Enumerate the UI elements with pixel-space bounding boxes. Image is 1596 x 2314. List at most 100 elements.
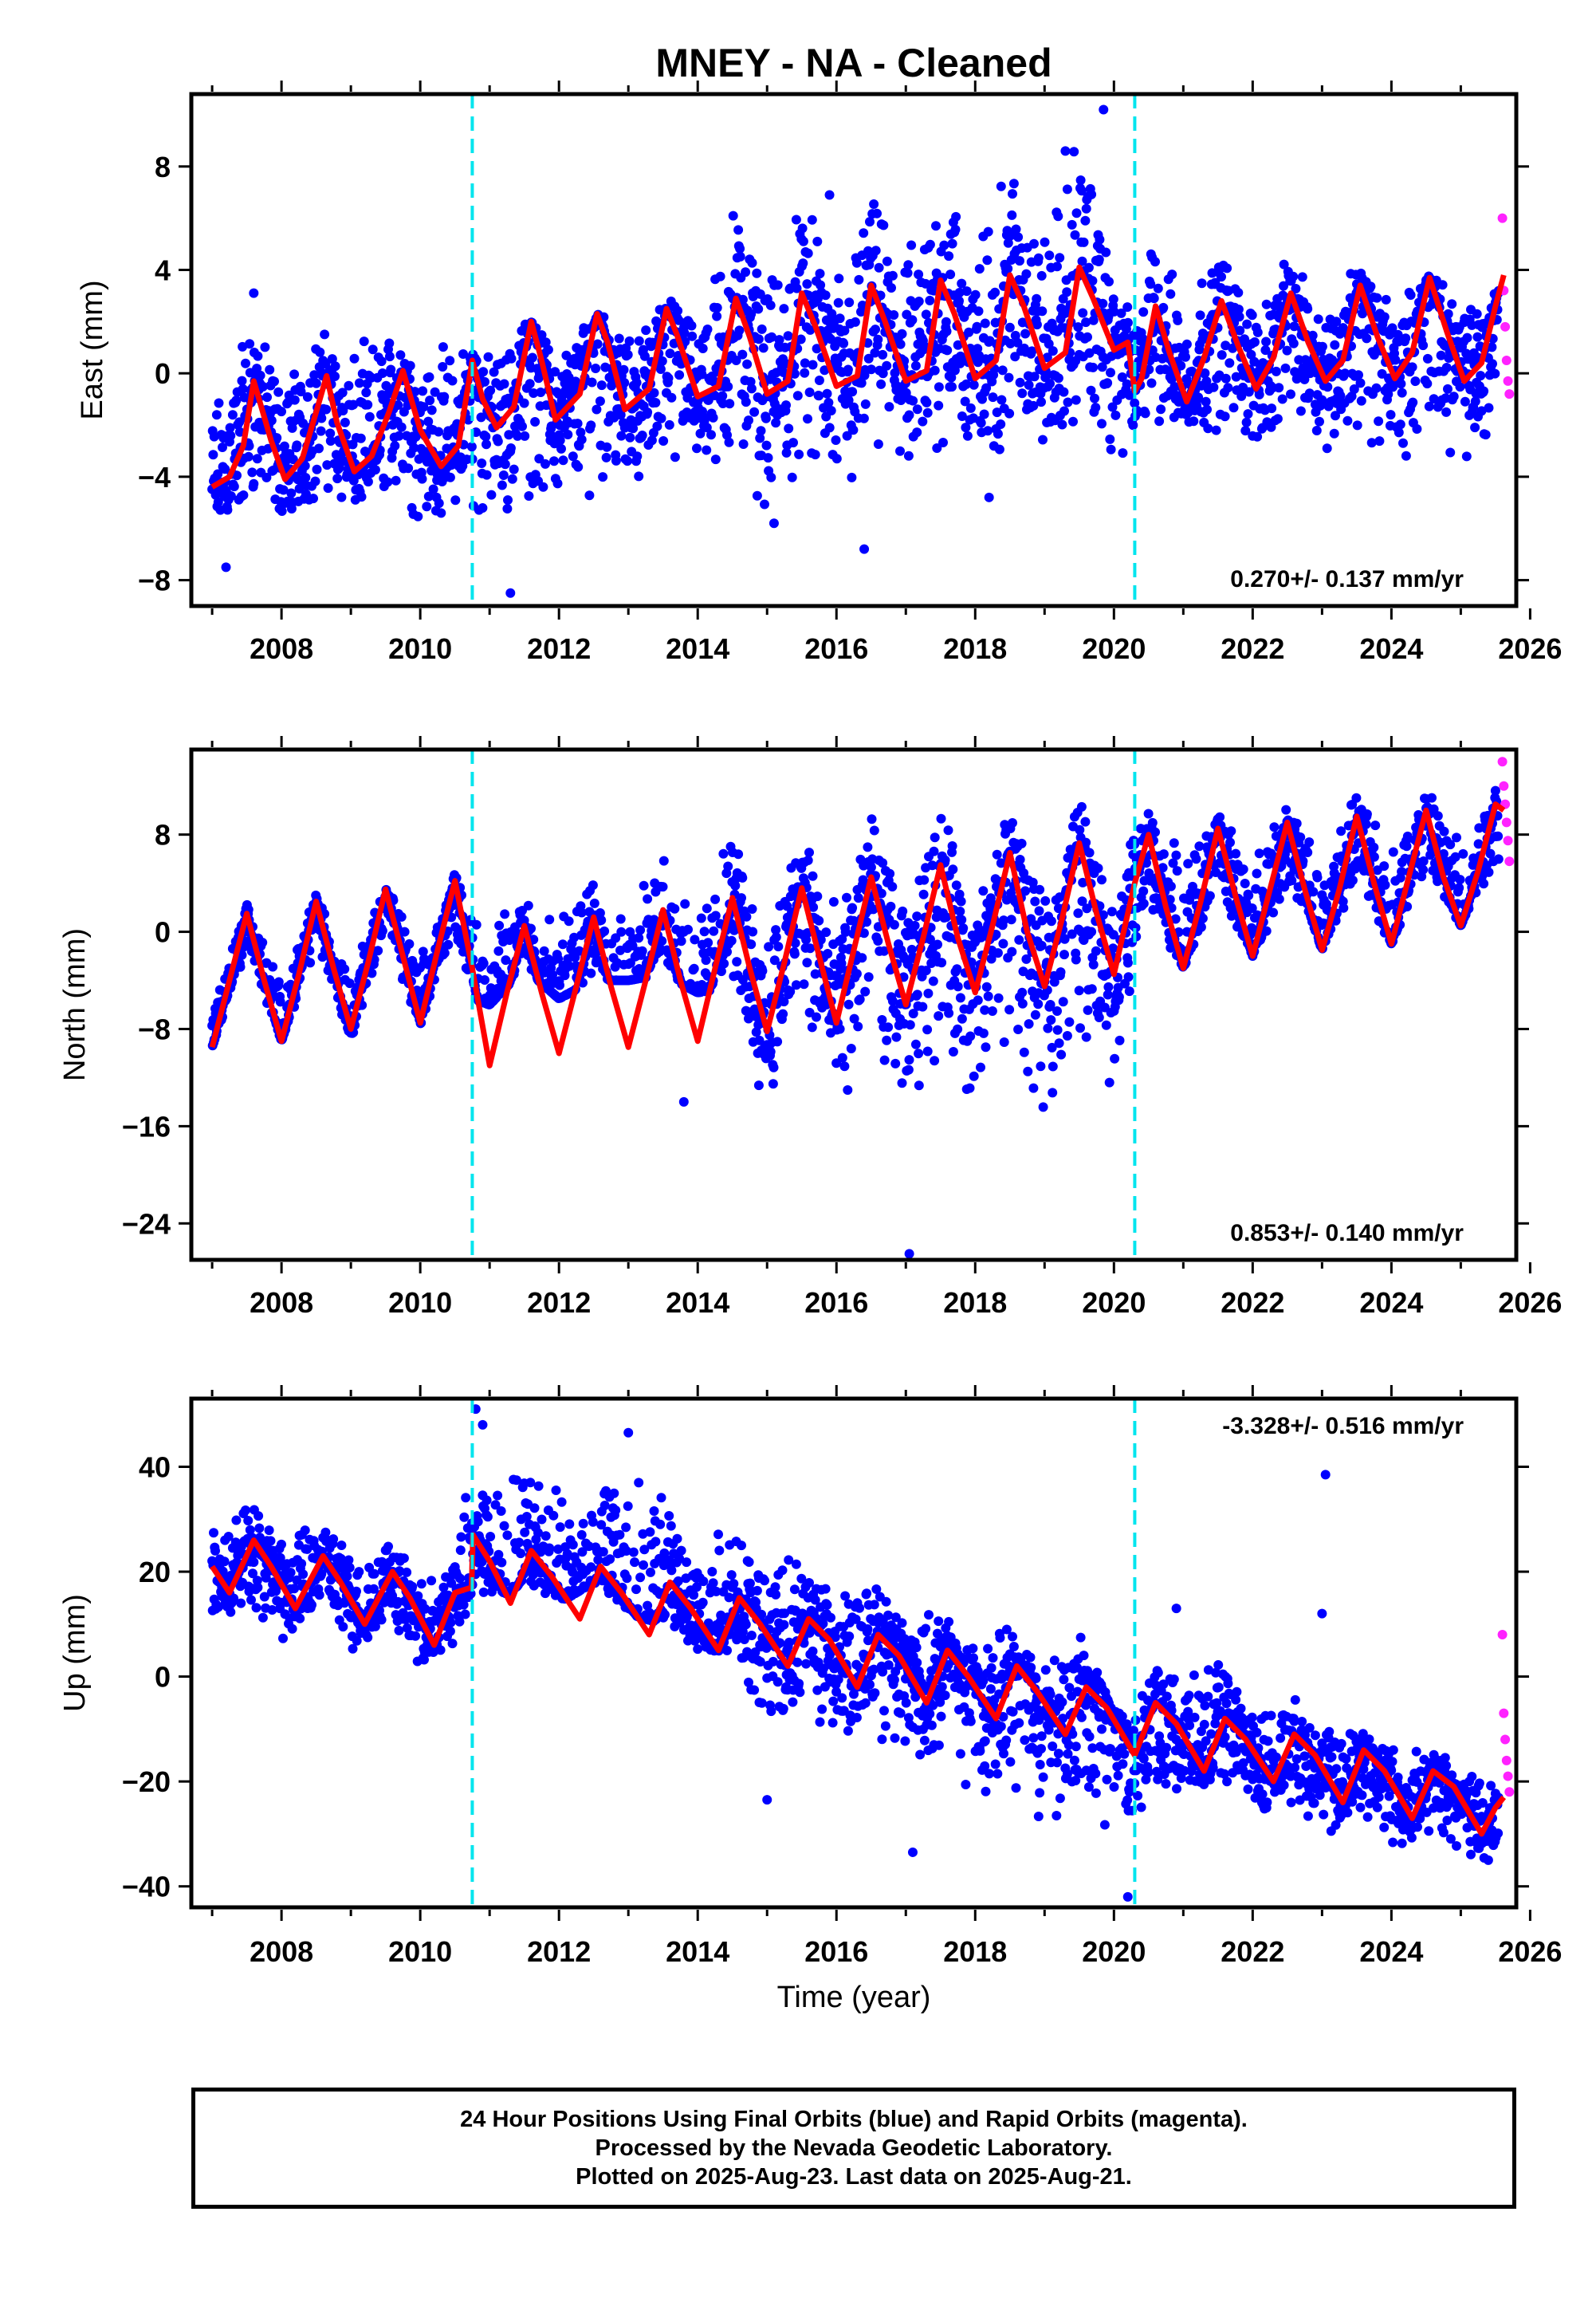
north-final-point — [910, 1039, 921, 1049]
east-final-point — [1405, 290, 1416, 300]
east-final-point — [409, 443, 419, 453]
east-final-point — [1033, 253, 1044, 263]
east-final-point — [552, 478, 563, 489]
east-final-point — [1410, 376, 1421, 387]
north-final-point — [956, 896, 966, 907]
east-final-point — [673, 305, 683, 316]
north-final-point — [404, 939, 415, 949]
east-final-point — [1195, 310, 1205, 321]
east-rapid-point — [1501, 355, 1511, 365]
east-final-point — [824, 190, 835, 200]
north-final-point — [869, 825, 879, 836]
north-final-point — [710, 894, 721, 904]
east-final-point — [1071, 395, 1081, 405]
north-final-point — [643, 894, 653, 904]
east-final-point — [423, 491, 434, 502]
east-final-point — [359, 336, 369, 347]
north-final-point — [709, 926, 719, 936]
east-final-point — [873, 334, 883, 344]
north-final-point — [746, 939, 757, 950]
east-final-point — [498, 470, 509, 480]
east-final-point — [835, 313, 845, 324]
north-final-point — [1244, 891, 1254, 900]
north-final-point — [812, 1012, 821, 1022]
east-final-point — [822, 388, 832, 399]
east-final-point — [419, 402, 429, 412]
east-final-point — [961, 286, 972, 297]
north-final-point — [1073, 908, 1083, 919]
north-final-point — [439, 948, 450, 958]
east-final-point — [1071, 208, 1082, 218]
east-final-point — [1304, 388, 1315, 399]
north-final-point — [1196, 922, 1206, 932]
east-final-point — [1472, 309, 1482, 319]
east-final-point — [976, 418, 986, 428]
east-final-point — [273, 387, 284, 397]
north-final-point — [1024, 1019, 1034, 1029]
east-final-point — [982, 255, 993, 266]
east-final-point — [1233, 288, 1244, 297]
east-final-point — [772, 280, 783, 290]
east-final-point — [524, 491, 534, 501]
east-final-point — [272, 433, 282, 443]
east-final-point — [1401, 333, 1411, 344]
north-final-point — [1059, 950, 1069, 960]
east-final-point — [1279, 259, 1289, 270]
east-final-point — [1097, 362, 1107, 372]
east-final-point — [361, 388, 371, 398]
east-final-point — [921, 278, 931, 289]
east-final-point — [478, 503, 488, 513]
east-final-point — [601, 452, 611, 462]
north-final-point — [863, 972, 874, 982]
east-final-point — [1181, 339, 1192, 349]
east-final-point — [619, 378, 630, 388]
north-final-point — [1048, 1061, 1058, 1072]
north-final-point — [1107, 907, 1117, 917]
north-final-point — [1078, 877, 1088, 887]
east-final-point — [760, 499, 769, 510]
east-final-point — [831, 454, 842, 464]
north-final-point — [443, 939, 454, 950]
north-final-point — [1138, 886, 1149, 896]
east-final-point — [1241, 417, 1252, 427]
north-final-point — [890, 1058, 901, 1068]
east-final-point — [990, 287, 1000, 297]
east-x-tick-label: 2012 — [527, 632, 591, 665]
east-final-point — [1116, 308, 1126, 318]
east-final-point — [344, 380, 354, 391]
east-final-point — [884, 402, 894, 412]
north-final-point — [1252, 868, 1262, 879]
east-final-point — [824, 398, 834, 407]
east-final-point — [422, 502, 432, 512]
east-final-point — [396, 422, 407, 432]
east-final-point — [480, 376, 489, 387]
east-final-point — [1038, 435, 1048, 445]
east-final-point — [556, 443, 566, 454]
east-final-point — [1106, 368, 1115, 378]
east-final-point — [769, 518, 779, 529]
east-final-point — [887, 270, 898, 281]
north-final-point — [1361, 819, 1371, 829]
north-final-point — [1094, 1013, 1104, 1022]
north-final-point — [737, 893, 746, 903]
north-final-point — [1075, 824, 1085, 835]
east-final-point — [237, 376, 247, 386]
north-final-point — [670, 903, 680, 914]
north-final-point — [910, 920, 920, 931]
north-final-point — [716, 966, 726, 977]
east-final-point — [854, 274, 864, 285]
east-final-point — [1104, 277, 1114, 287]
east-final-point — [797, 223, 808, 234]
east-final-point — [812, 236, 823, 246]
east-final-point — [756, 426, 766, 436]
east-final-point — [1187, 366, 1197, 376]
east-final-point — [939, 240, 949, 250]
east-final-point — [870, 348, 880, 358]
east-final-point — [1317, 341, 1327, 352]
north-final-point — [548, 970, 557, 980]
north-final-point — [952, 964, 962, 974]
north-final-point — [569, 932, 580, 943]
north-final-point — [1021, 954, 1032, 964]
north-final-point — [588, 880, 598, 891]
east-final-point — [810, 450, 820, 460]
